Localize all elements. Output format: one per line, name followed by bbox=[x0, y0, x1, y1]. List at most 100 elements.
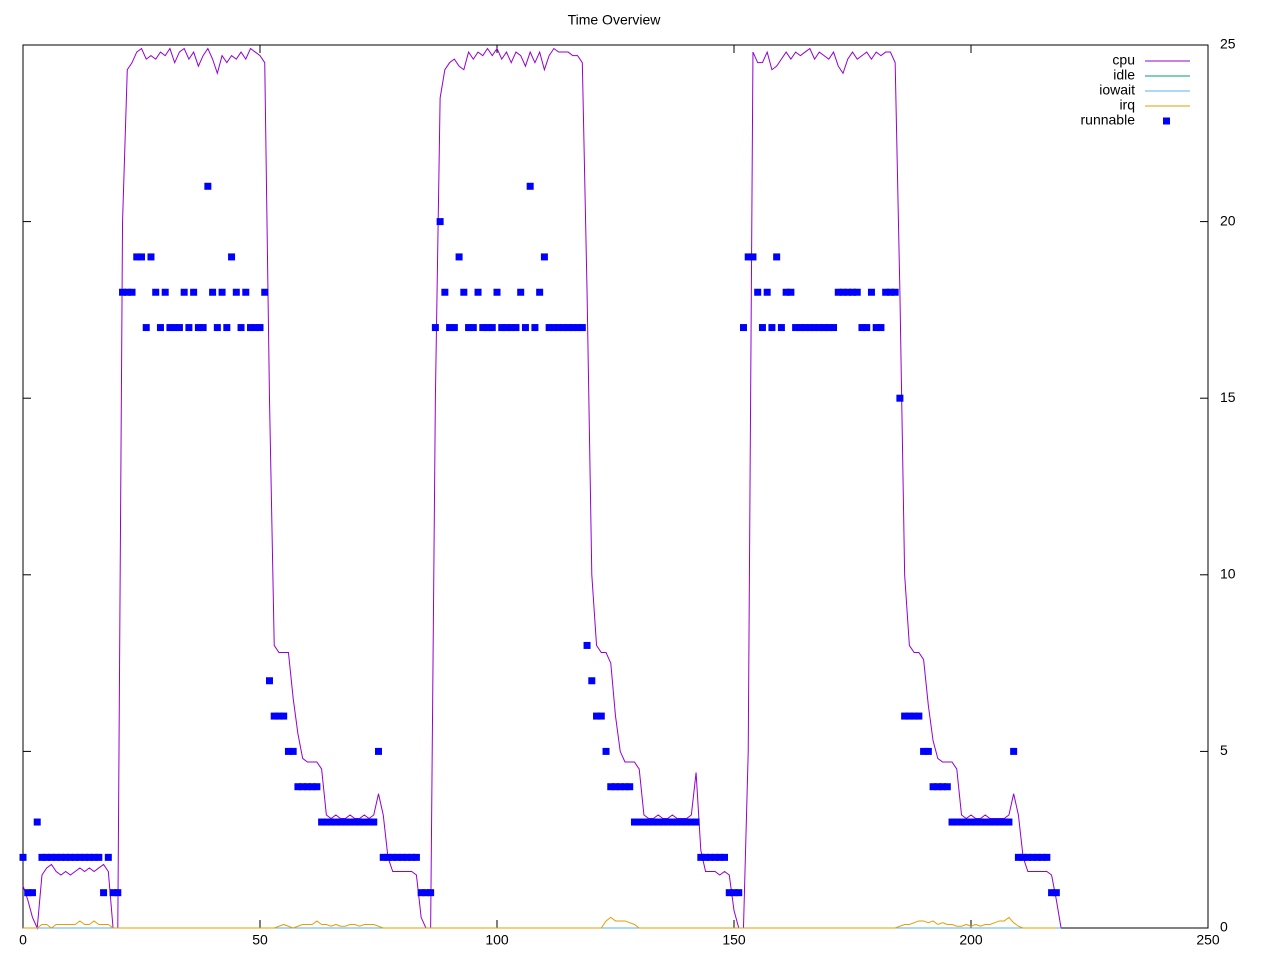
y-tick-label: 10 bbox=[1220, 566, 1236, 582]
point bbox=[739, 324, 747, 332]
point bbox=[953, 818, 961, 826]
point bbox=[166, 324, 174, 332]
point bbox=[403, 853, 411, 861]
point bbox=[242, 288, 250, 296]
point bbox=[289, 747, 297, 755]
point bbox=[981, 818, 989, 826]
point bbox=[536, 288, 544, 296]
point bbox=[630, 818, 638, 826]
point bbox=[896, 394, 904, 402]
point bbox=[85, 853, 93, 861]
point bbox=[498, 324, 506, 332]
point bbox=[28, 889, 36, 897]
point bbox=[929, 783, 937, 791]
point bbox=[24, 889, 32, 897]
point bbox=[356, 818, 364, 826]
point bbox=[654, 818, 662, 826]
x-tick-label: 150 bbox=[722, 932, 746, 948]
series-line bbox=[22, 47, 1062, 930]
x-tick-label: 50 bbox=[252, 932, 268, 948]
point bbox=[915, 712, 923, 720]
point bbox=[237, 324, 245, 332]
point bbox=[815, 324, 823, 332]
point bbox=[697, 853, 705, 861]
point bbox=[431, 324, 439, 332]
point bbox=[365, 818, 373, 826]
point bbox=[545, 324, 553, 332]
point bbox=[280, 712, 288, 720]
point bbox=[512, 324, 520, 332]
point bbox=[389, 853, 397, 861]
point bbox=[479, 324, 487, 332]
point bbox=[995, 818, 1003, 826]
point bbox=[19, 853, 27, 861]
point bbox=[754, 288, 762, 296]
point bbox=[393, 853, 401, 861]
point bbox=[66, 853, 74, 861]
point bbox=[777, 324, 785, 332]
point bbox=[905, 712, 913, 720]
point bbox=[47, 853, 55, 861]
point bbox=[924, 747, 932, 755]
point bbox=[261, 288, 269, 296]
point bbox=[218, 288, 226, 296]
x-tick-label: 100 bbox=[485, 932, 509, 948]
point bbox=[597, 712, 605, 720]
point bbox=[379, 853, 387, 861]
point bbox=[574, 324, 582, 332]
point bbox=[867, 288, 875, 296]
point bbox=[341, 818, 349, 826]
point bbox=[147, 253, 155, 261]
point bbox=[773, 253, 781, 261]
point bbox=[360, 818, 368, 826]
point bbox=[939, 783, 947, 791]
point bbox=[270, 712, 278, 720]
point bbox=[910, 712, 918, 720]
point bbox=[284, 747, 292, 755]
point bbox=[934, 783, 942, 791]
point bbox=[185, 324, 193, 332]
point bbox=[711, 853, 719, 861]
point bbox=[825, 324, 833, 332]
point bbox=[194, 324, 202, 332]
point bbox=[564, 324, 572, 332]
point bbox=[540, 253, 548, 261]
point bbox=[294, 783, 302, 791]
point bbox=[659, 818, 667, 826]
point bbox=[1052, 889, 1060, 897]
point bbox=[161, 288, 169, 296]
point bbox=[441, 288, 449, 296]
point bbox=[190, 288, 198, 296]
point bbox=[1024, 853, 1032, 861]
x-tick-label: 0 bbox=[19, 932, 27, 948]
legend-label: idle bbox=[1113, 67, 1135, 83]
point bbox=[138, 253, 145, 261]
point bbox=[90, 853, 98, 861]
point bbox=[901, 712, 909, 720]
y-tick-label: 0 bbox=[1220, 919, 1228, 935]
point bbox=[71, 853, 79, 861]
point bbox=[531, 324, 539, 332]
point bbox=[787, 288, 795, 296]
point bbox=[877, 324, 885, 332]
point bbox=[687, 818, 695, 826]
point bbox=[716, 853, 724, 861]
point bbox=[844, 288, 852, 296]
point bbox=[692, 818, 700, 826]
point bbox=[375, 747, 382, 755]
point bbox=[119, 288, 127, 296]
point bbox=[223, 324, 231, 332]
point bbox=[645, 818, 653, 826]
point bbox=[583, 641, 591, 649]
point bbox=[104, 853, 112, 861]
point bbox=[702, 853, 710, 861]
point bbox=[735, 889, 743, 897]
point bbox=[673, 818, 681, 826]
chart-title: Time Overview bbox=[568, 12, 662, 28]
point bbox=[886, 288, 894, 296]
point bbox=[256, 324, 264, 332]
point bbox=[858, 324, 866, 332]
point bbox=[1000, 818, 1008, 826]
point bbox=[991, 818, 999, 826]
